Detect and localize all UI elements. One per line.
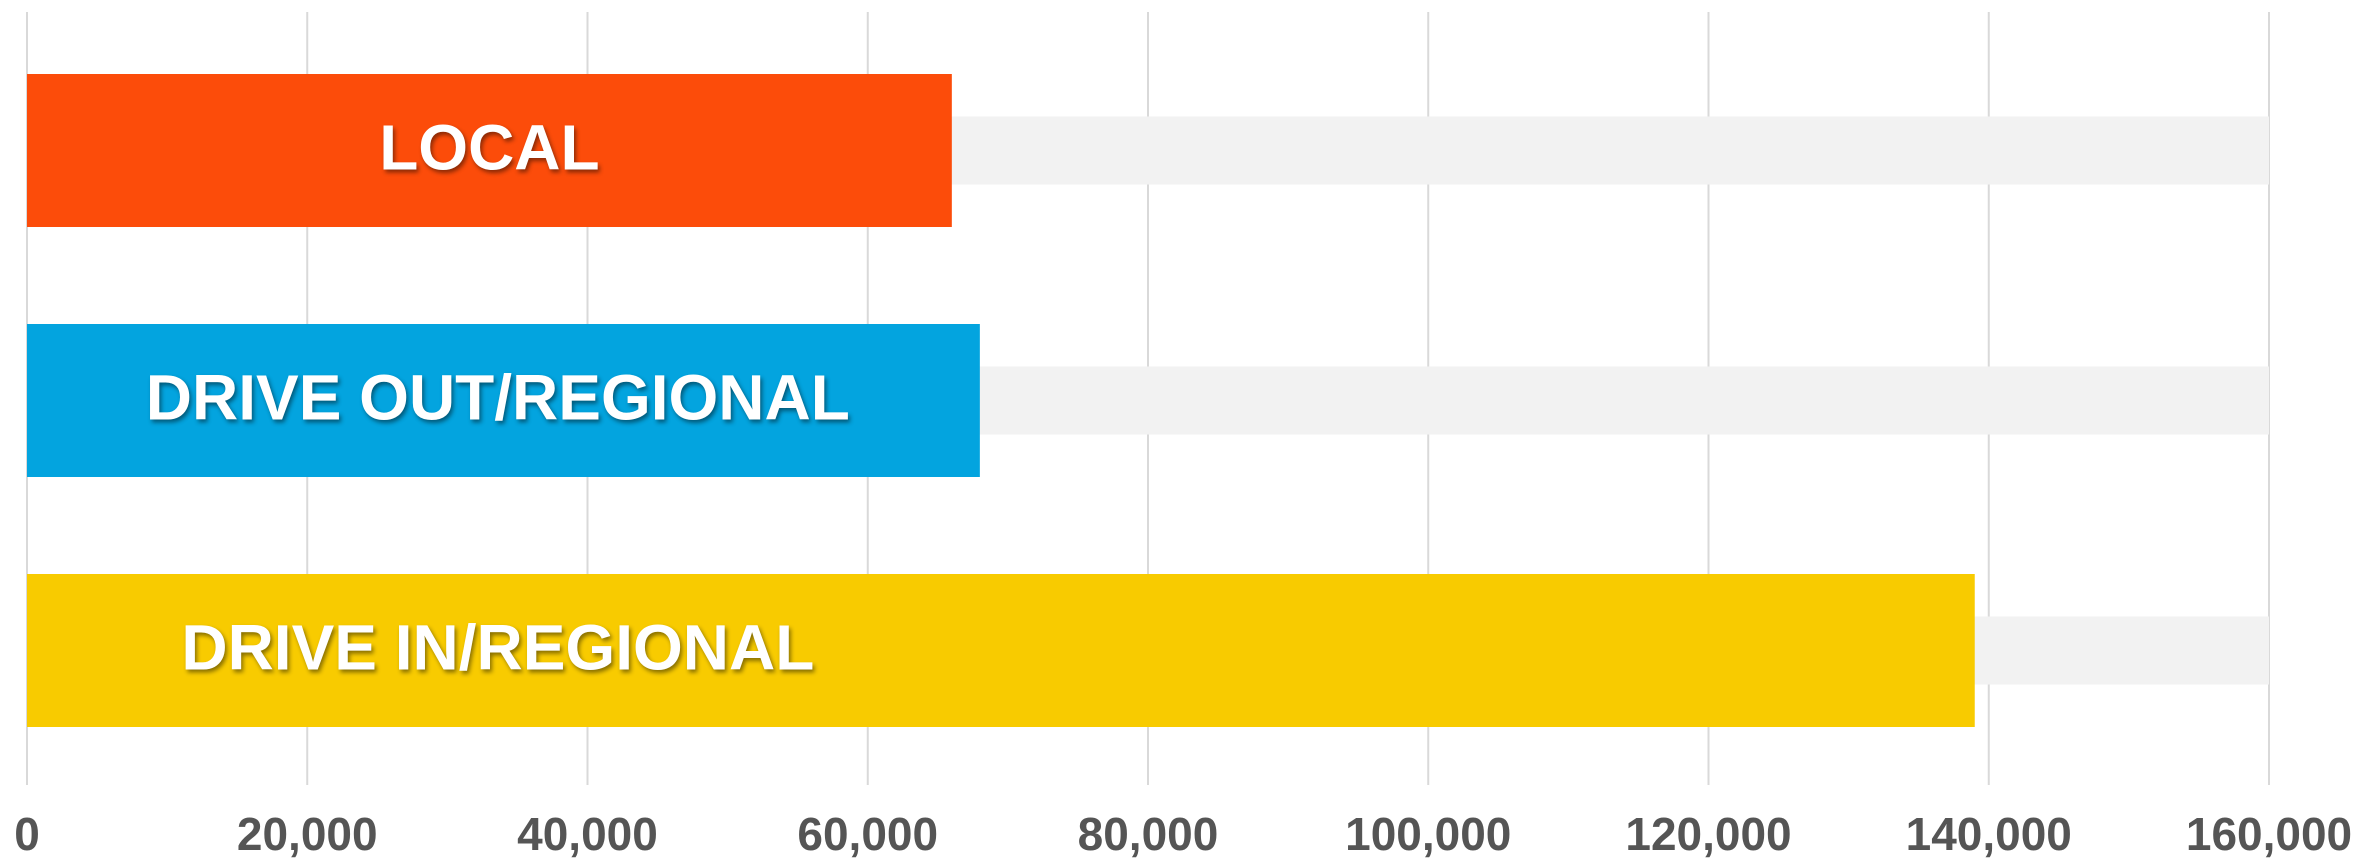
category-label: DRIVE OUT/REGIONAL <box>146 361 850 433</box>
x-tick-label: 100,000 <box>1345 808 1511 860</box>
x-tick-label: 80,000 <box>1078 808 1219 860</box>
x-tick-label: 120,000 <box>1625 808 1791 860</box>
x-tick-label: 60,000 <box>797 808 938 860</box>
x-tick-label: 160,000 <box>2186 808 2352 860</box>
bar <box>27 574 1975 727</box>
x-tick-label: 40,000 <box>517 808 658 860</box>
category-label: DRIVE IN/REGIONAL <box>181 611 814 683</box>
category-label: LOCAL <box>379 111 599 183</box>
x-tick-label: 140,000 <box>1906 808 2072 860</box>
bar <box>27 74 952 227</box>
x-tick-label: 20,000 <box>237 808 378 860</box>
x-tick-label: 0 <box>14 808 40 860</box>
bar <box>27 324 980 477</box>
